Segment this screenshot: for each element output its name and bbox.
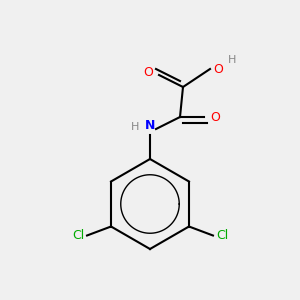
Text: O: O [143, 65, 153, 79]
Text: H: H [228, 55, 236, 65]
Text: O: O [213, 62, 223, 76]
Text: N: N [145, 119, 155, 132]
Text: O: O [210, 110, 220, 124]
Text: Cl: Cl [216, 229, 228, 242]
Text: Cl: Cl [72, 229, 84, 242]
Text: H: H [131, 122, 139, 132]
